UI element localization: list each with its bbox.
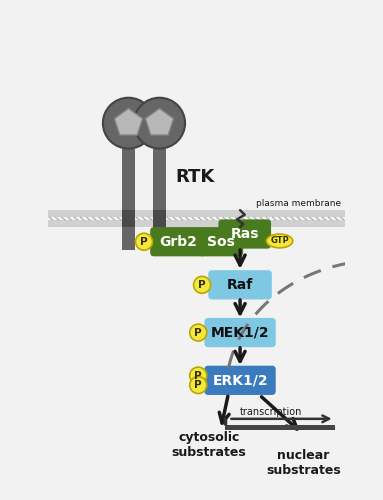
FancyBboxPatch shape — [218, 220, 271, 248]
Bar — [152, 210, 167, 227]
Bar — [121, 210, 136, 227]
Circle shape — [136, 233, 152, 250]
Text: cytosolic
substrates: cytosolic substrates — [172, 431, 246, 459]
FancyBboxPatch shape — [205, 318, 276, 347]
Bar — [48, 220, 345, 227]
FancyBboxPatch shape — [208, 270, 272, 300]
Circle shape — [190, 324, 207, 341]
FancyBboxPatch shape — [150, 227, 206, 256]
FancyBboxPatch shape — [199, 227, 243, 256]
Bar — [152, 227, 167, 250]
Ellipse shape — [267, 234, 293, 248]
Text: RTK: RTK — [176, 168, 215, 186]
Text: Raf: Raf — [227, 278, 253, 292]
Text: Sos: Sos — [207, 234, 235, 248]
Text: plasma membrane: plasma membrane — [256, 199, 341, 208]
Text: transcription: transcription — [240, 406, 303, 416]
Bar — [224, 425, 335, 430]
Bar — [121, 227, 136, 250]
Text: ERK1/2: ERK1/2 — [212, 374, 268, 388]
Bar — [48, 210, 345, 218]
Circle shape — [134, 98, 185, 148]
Text: Grb2: Grb2 — [159, 234, 197, 248]
Circle shape — [190, 367, 207, 384]
Text: P: P — [195, 380, 202, 390]
Text: MEK1/2: MEK1/2 — [211, 326, 269, 340]
Text: P: P — [195, 370, 202, 380]
Text: P: P — [198, 280, 206, 290]
Bar — [121, 148, 136, 210]
Circle shape — [190, 376, 207, 394]
Text: P: P — [140, 236, 148, 246]
Circle shape — [193, 276, 211, 293]
Polygon shape — [115, 108, 142, 135]
Text: GTP: GTP — [270, 236, 289, 246]
Text: nuclear
substrates: nuclear substrates — [266, 449, 341, 477]
Circle shape — [103, 98, 154, 148]
Text: Ras: Ras — [231, 227, 259, 241]
Bar — [152, 148, 167, 210]
Polygon shape — [146, 108, 173, 135]
Text: P: P — [195, 328, 202, 338]
FancyBboxPatch shape — [205, 366, 276, 395]
